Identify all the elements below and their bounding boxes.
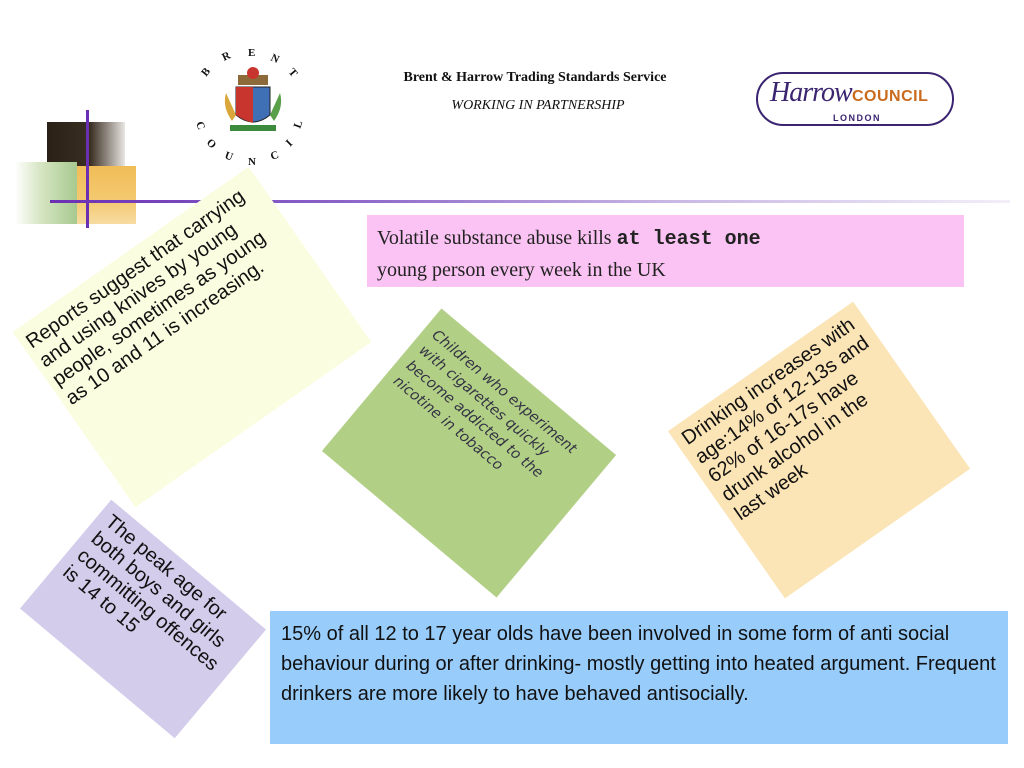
drinking-note: Drinking increases with age:14% of 12-13… <box>667 301 971 599</box>
peak-age-note: The peak age for both boys and girls com… <box>19 499 267 739</box>
council-letter: C <box>269 149 281 163</box>
council-letter: C <box>193 120 207 132</box>
antisocial-fact-box: 15% of all 12 to 17 year olds have been … <box>270 611 1008 744</box>
header-subtitle: WORKING IN PARTNERSHIP <box>451 98 625 113</box>
header-title: Brent & Harrow Trading Standards Service <box>403 70 667 85</box>
council-letter: U <box>223 150 235 164</box>
brent-letter: R <box>220 49 233 64</box>
vsa-fact-box: Volatile substance abuse kills at least … <box>367 215 964 287</box>
brent-letter: T <box>286 66 300 80</box>
decorative-horizontal-line <box>50 200 1010 203</box>
crest-icon <box>224 67 282 131</box>
vsa-fact-text-end: young person every week in the UK <box>377 259 666 281</box>
brent-letter: E <box>248 47 255 59</box>
council-letter: N <box>248 156 256 168</box>
council-letter: O <box>204 137 219 152</box>
decorative-square-green <box>15 162 77 224</box>
council-letter: L <box>292 119 306 130</box>
vsa-fact-text: Volatile substance abuse kills <box>377 227 617 249</box>
harrow-logo-word: Harrow <box>770 77 853 108</box>
brent-letter: B <box>199 65 213 79</box>
council-letter: I <box>284 138 296 150</box>
cigarettes-note: Children who experiment with cigarettes … <box>321 308 617 598</box>
harrow-logo-london-word: LONDON <box>830 113 884 123</box>
brent-council-logo: B R E N T C O U N C I L <box>193 47 306 168</box>
decorative-vertical-line <box>86 110 89 228</box>
vsa-fact-emphasis: at least one <box>616 228 761 251</box>
brent-letter: N <box>269 52 281 66</box>
harrow-logo-council-word: COUNCIL <box>852 88 929 105</box>
